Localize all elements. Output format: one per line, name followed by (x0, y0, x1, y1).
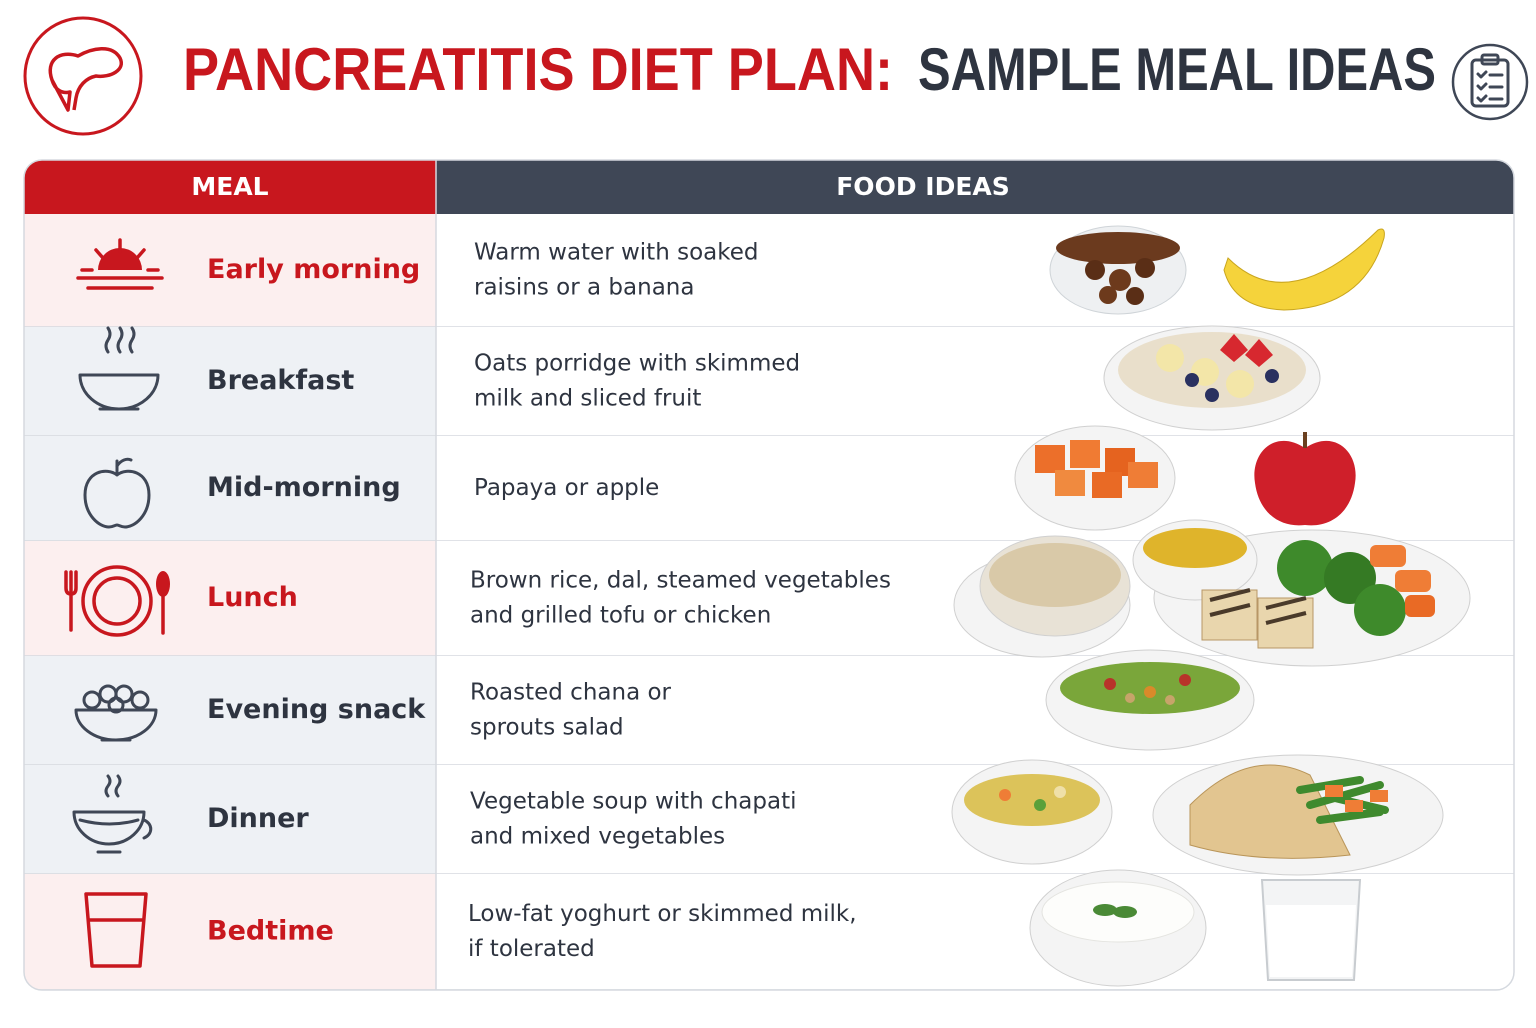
meal-name: Early morning (207, 254, 420, 285)
sprouts-salad (1045, 649, 1255, 751)
apple-icon (83, 457, 151, 529)
papaya-apple (1014, 425, 1356, 531)
food-images (951, 225, 1471, 987)
yoghurt-milk (1029, 869, 1362, 987)
food-idea: Vegetable soup with chapati (470, 789, 796, 815)
column-header: FOOD IDEAS (836, 172, 1010, 201)
food-idea: and grilled tofu or chicken (470, 603, 771, 629)
meal-name: Lunch (207, 582, 298, 613)
food-idea: Oats porridge with skimmed (474, 351, 800, 377)
table-border (23, 159, 1515, 991)
meal-name: Breakfast (207, 365, 354, 396)
header-cell (24, 160, 436, 214)
food-idea: Papaya or apple (474, 475, 659, 501)
meal-name: Bedtime (207, 916, 334, 947)
meal-table: MEAL FOOD IDEAS Early morning Warm water … (24, 160, 1514, 990)
meal-cell (24, 327, 436, 436)
food-cell (436, 327, 1514, 436)
snack-bowl-icon (74, 684, 158, 742)
soup-chapati (951, 754, 1444, 876)
soup-icon (72, 774, 153, 854)
porridge (1103, 325, 1321, 431)
raisins-banana (1049, 225, 1385, 315)
food-idea: and mixed vegetables (470, 824, 725, 850)
glass-icon (84, 892, 148, 968)
column-header: MEAL (191, 172, 268, 201)
food-idea: Low-fat yoghurt or skimmed milk, (468, 901, 857, 927)
pancreas-logo (23, 16, 143, 136)
sunrise-icon (76, 238, 164, 290)
bowl-icon (78, 326, 160, 411)
meal-name: Dinner (207, 803, 309, 834)
food-idea: Brown rice, dal, steamed vegetables (470, 568, 891, 594)
food-idea: if tolerated (468, 936, 595, 962)
lunch-plate (953, 519, 1471, 667)
food-idea: milk and sliced fruit (474, 386, 701, 412)
meal-name: Mid-morning (207, 472, 401, 503)
title-red: PANCREATITIS DIET PLAN: (183, 36, 893, 103)
food-idea: Warm water with soaked (474, 240, 758, 266)
food-idea: raisins or a banana (474, 275, 694, 301)
meal-cell (24, 436, 436, 541)
plate-icon (64, 565, 170, 637)
food-idea: Roasted chana or (470, 680, 672, 706)
meal-cell (24, 765, 436, 874)
meal-name: Evening snack (207, 694, 426, 725)
food-idea: sprouts salad (470, 715, 624, 741)
meal-icons (64, 238, 170, 968)
clipboard-icon (1451, 43, 1529, 121)
title-dark: SAMPLE MEAL IDEAS (918, 36, 1436, 103)
header-cell (436, 160, 1514, 214)
food-cell (436, 656, 1514, 765)
